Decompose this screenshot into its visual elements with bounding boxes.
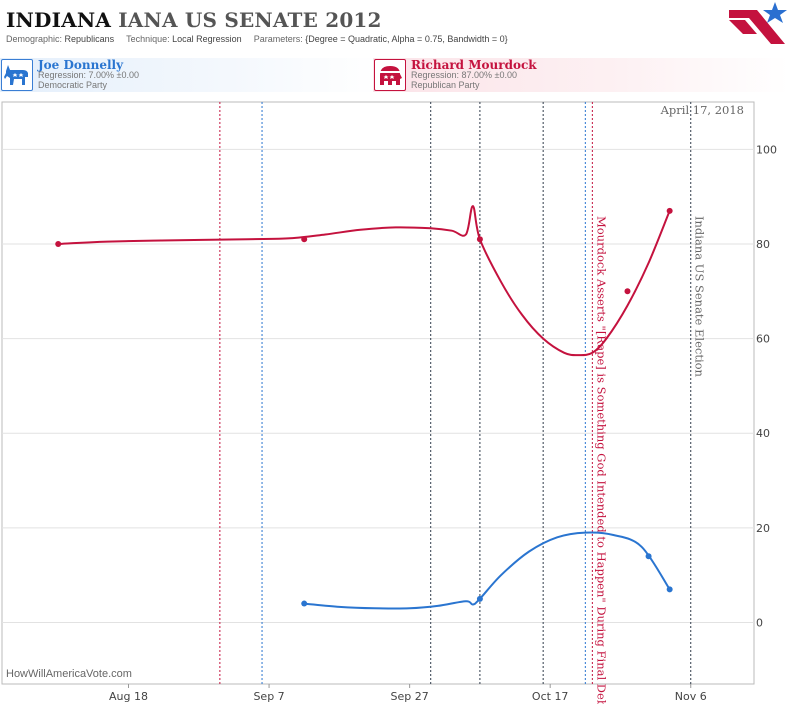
elephant-icon — [380, 66, 402, 85]
candidate-regression: Regression: 7.00% ±0.00 — [38, 70, 139, 80]
data-point — [645, 553, 652, 560]
x-tick-label: Nov 6 — [675, 690, 707, 703]
plot-frame — [1, 101, 755, 685]
data-point — [55, 240, 62, 247]
y-tick-label: 80 — [756, 238, 770, 251]
y-tick-label: 60 — [756, 333, 770, 346]
page-title: INDIANA IANA US SENATE 2012 — [6, 8, 382, 32]
candidate-party: Republican Party — [411, 80, 480, 90]
technique-value: Local Regression — [172, 34, 242, 44]
demographic-value: Republicans — [64, 34, 115, 44]
candidate-name: Joe Donnelly — [38, 58, 124, 72]
x-tick-label: Sep 7 — [253, 690, 284, 703]
candidate-regression: Regression: 87.00% ±0.00 — [411, 70, 518, 80]
candidate-party: Democratic Party — [38, 80, 108, 90]
x-tick-label: Oct 17 — [532, 690, 569, 703]
attribution: HowWillAmericaVote.com — [6, 668, 132, 680]
data-point — [476, 595, 483, 602]
header: INDIANA IANA US SENATE 2012 Demographic:… — [0, 0, 789, 59]
x-tick-label: Sep 27 — [391, 690, 429, 703]
title-rest: IANA US SENATE 2012 — [118, 8, 382, 32]
title-state: INDIANA — [6, 8, 112, 32]
data-point — [476, 236, 483, 243]
candidate-badge — [1, 59, 33, 91]
donkey-icon — [4, 65, 28, 85]
candidate-panel-dem: Joe Donnelly Regression: 7.00% ±0.00 Dem… — [0, 58, 380, 92]
parameters-value: {Degree = Quadratic, Alpha = 0.75, Bandw… — [305, 34, 508, 44]
technique-key: Technique: — [126, 34, 170, 44]
site-logo-icon — [729, 2, 787, 44]
y-tick-label: 20 — [756, 522, 770, 535]
data-point — [666, 586, 673, 593]
data-point — [301, 236, 308, 243]
data-point — [666, 207, 673, 214]
y-tick-label: 100 — [756, 143, 777, 156]
y-tick-label: 40 — [756, 427, 770, 440]
demographic-key: Demographic: — [6, 34, 63, 44]
candidate-badge — [374, 59, 406, 91]
parameters-line: Demographic: Republicans Technique: Local… — [6, 34, 508, 44]
series-line — [304, 531, 671, 610]
x-tick-label: Aug 18 — [109, 690, 148, 703]
candidate-name: Richard Mourdock — [411, 58, 537, 72]
polling-chart: 0 20 40 60 80 100 Aug 18 Sep 7 Sep 27 Oct 17 Nov 6… — [1, 101, 777, 704]
y-tick-label: 0 — [756, 616, 763, 629]
event-label: Indiana US Senate Election — [693, 216, 707, 378]
data-point — [624, 288, 631, 295]
candidate-panel-rep: Richard Mourdock Regression: 87.00% ±0.0… — [373, 58, 789, 92]
chart-date: April 17, 2018 — [660, 103, 744, 117]
series-line — [58, 205, 671, 357]
data-point — [301, 600, 308, 607]
parameters-key: Parameters: — [253, 34, 303, 44]
event-label: Mourdock Asserts "[Rape] is Something Go… — [594, 216, 608, 704]
